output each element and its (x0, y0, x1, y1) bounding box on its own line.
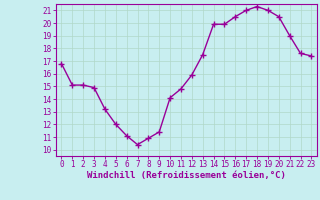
X-axis label: Windchill (Refroidissement éolien,°C): Windchill (Refroidissement éolien,°C) (87, 171, 286, 180)
